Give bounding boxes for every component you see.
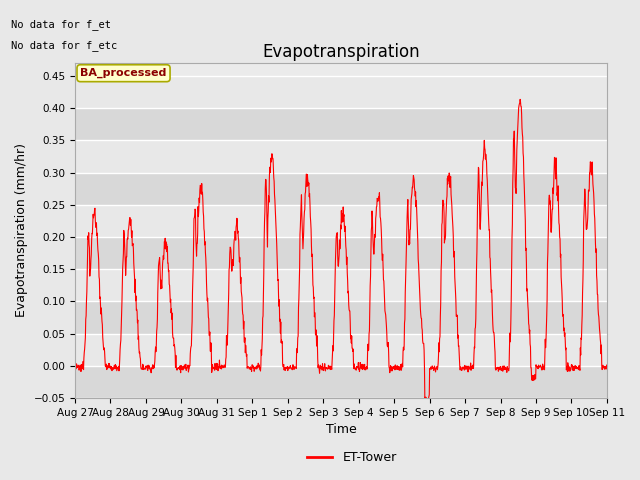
Bar [75,172,607,205]
Bar [75,334,607,366]
Bar [75,269,607,301]
Bar [75,108,607,140]
Title: Evapotranspiration: Evapotranspiration [262,44,420,61]
Bar [75,366,607,398]
Text: BA_processed: BA_processed [81,68,167,78]
Bar [75,205,607,237]
Text: No data for f_et: No data for f_et [11,20,111,30]
Bar [75,301,607,334]
Bar [75,76,607,108]
Bar [75,237,607,269]
Y-axis label: Evapotranspiration (mm/hr): Evapotranspiration (mm/hr) [15,144,28,317]
Bar [75,140,607,172]
Text: No data for f_etc: No data for f_etc [11,40,118,50]
X-axis label: Time: Time [326,423,356,436]
Legend: ET-Tower: ET-Tower [302,446,402,469]
